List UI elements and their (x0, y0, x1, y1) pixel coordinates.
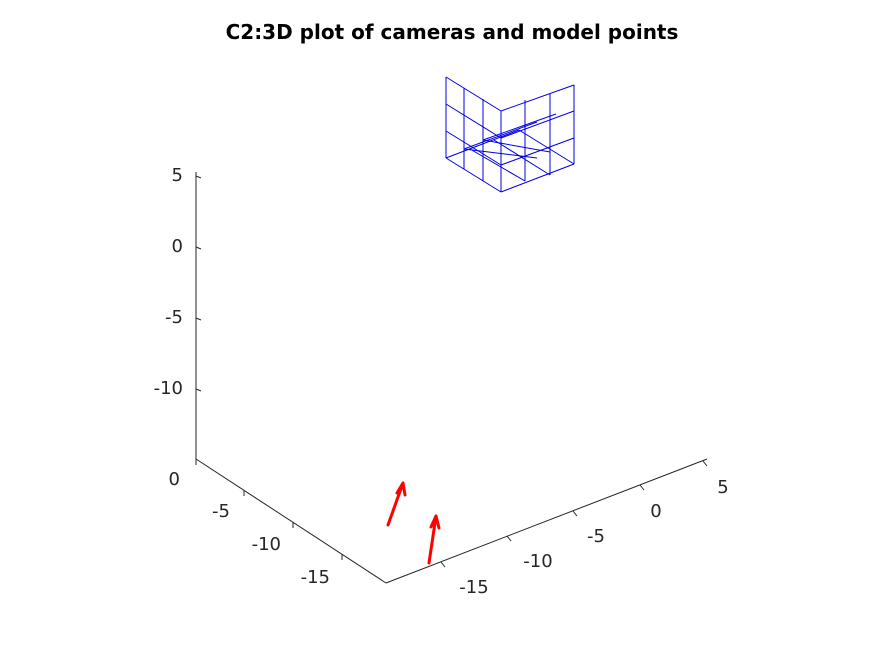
mesh-line (463, 148, 538, 159)
y-axis-ticks: -15 -10 -5 0 5 (440, 460, 729, 598)
mesh-line (445, 103, 502, 139)
x-tick-label: -10 (252, 534, 281, 555)
model-points-mesh (445, 76, 575, 193)
x-tick-label: -15 (301, 567, 330, 588)
mesh-line (445, 130, 502, 166)
x-tick-label: 0 (169, 469, 180, 490)
y-tick-label: -5 (587, 526, 605, 547)
z-tick-mark (195, 388, 202, 392)
y-tick-mark (572, 510, 578, 517)
camera-1 (386, 481, 407, 527)
mesh-line (482, 113, 557, 141)
mesh-line (445, 76, 502, 112)
mesh-line (493, 139, 551, 176)
mesh-line (445, 157, 502, 193)
z-axis-ticks: 5 0 -5 -10 (154, 165, 202, 399)
z-tick-label: 5 (172, 165, 183, 186)
mesh-line (518, 129, 575, 165)
z-tick-mark (195, 317, 202, 321)
x-tick-label: -5 (212, 501, 230, 522)
camera-2-arrow-head (429, 514, 441, 530)
mesh-line (445, 129, 520, 159)
z-tick-label: -5 (165, 307, 183, 328)
x-axis-ticks: 0 -5 -10 -15 (169, 459, 343, 588)
y-axis-line (385, 458, 708, 584)
z-tick-label: 0 (172, 236, 183, 257)
mesh-line (463, 121, 538, 150)
mesh-line (500, 110, 575, 139)
z-tick-mark (195, 175, 202, 179)
chart-title: C2:3D plot of cameras and model points (226, 20, 679, 44)
z-tick-mark (195, 246, 202, 250)
mesh-line (500, 137, 575, 166)
axes-lines (195, 172, 708, 584)
mesh-line (500, 163, 575, 193)
y-tick-label: 0 (650, 501, 661, 522)
y-tick-mark (702, 460, 708, 467)
y-tick-mark (639, 484, 645, 491)
y-tick-mark (506, 535, 512, 542)
y-tick-label: -10 (523, 551, 552, 572)
z-tick-label: -10 (154, 378, 183, 399)
y-tick-label: -15 (459, 577, 488, 598)
mesh-line (482, 139, 551, 153)
mesh-line (500, 84, 575, 112)
y-tick-label: 5 (717, 477, 728, 498)
camera-2 (427, 514, 441, 565)
x-axis-line (195, 458, 387, 584)
y-tick-mark (440, 561, 446, 568)
camera-2-arrow-shaft (427, 514, 438, 565)
mesh-line (469, 148, 526, 182)
camera-1-arrow-head (395, 481, 407, 497)
